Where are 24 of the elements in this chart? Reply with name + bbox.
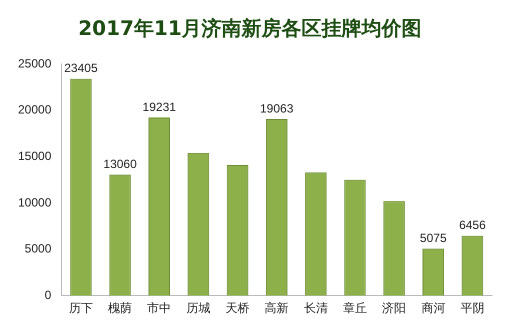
data-label: 19063 [260,101,294,116]
y-tick-label: 15000 [18,148,52,163]
x-tick-label: 平阴 [460,300,484,315]
y-tick-label: 25000 [18,56,52,70]
data-label: 23405 [64,61,98,76]
y-tick-label: 20000 [18,102,52,117]
y-tick-label: 10000 [18,195,52,210]
data-label: 13060 [103,156,138,171]
x-tick-label: 高新 [264,300,289,315]
y-tick-label: 0 [44,288,52,302]
x-tick-label: 历下 [68,300,93,315]
x-tick-label: 天桥 [226,300,250,315]
x-tick-label: 历城 [186,300,210,315]
x-tick-label: 槐荫 [108,300,132,315]
data-label: 6456 [459,218,486,232]
chart-title: 2017年11月济南新房各区挂牌均价图 [78,16,422,40]
x-tick-label: 济阳 [382,300,406,315]
y-tick-label: 5000 [24,242,52,256]
x-tick-label: 市中 [147,300,172,315]
data-label: 19231 [142,100,176,114]
x-tick-label: 长清 [304,300,328,315]
x-tick-label: 章丘 [342,300,367,315]
x-tick-label: 商河 [421,300,446,315]
data-label: 5075 [420,230,447,245]
